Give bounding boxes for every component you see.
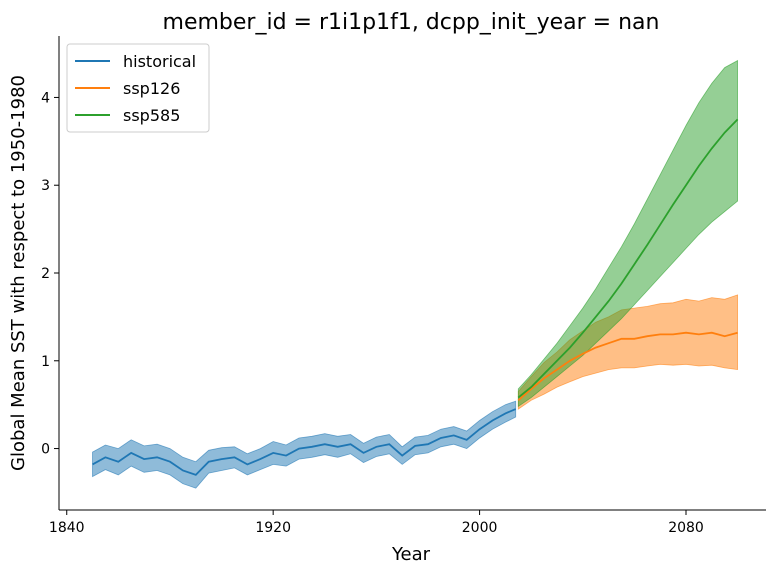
- x-axis-title: Year: [391, 544, 431, 565]
- legend-label-historical: historical: [123, 52, 196, 71]
- x-tick-label: 2000: [462, 520, 498, 536]
- y-tick-label: 4: [41, 90, 50, 106]
- ssp585-mean-line: [517, 118, 739, 399]
- y-ticks: 0 1 2 3 4: [41, 90, 59, 458]
- y-tick-label: 0: [41, 442, 50, 458]
- legend-label-ssp585: ssp585: [123, 106, 180, 125]
- ssp126-mean-line: [517, 331, 738, 401]
- historical-mean-line: [92, 408, 517, 476]
- x-tick-label: 2080: [668, 520, 704, 536]
- x-tick-label: 1840: [49, 520, 85, 536]
- legend-label-ssp126: ssp126: [123, 79, 180, 98]
- y-axis-title: Global Mean SST with respect to 1950-198…: [8, 75, 29, 471]
- legend-box: [66, 43, 210, 133]
- chart-title: member_id = r1i1p1f1, dcpp_init_year = n…: [163, 10, 660, 35]
- ssp585-uncertainty-band: [517, 59, 738, 408]
- historical-uncertainty-band: [92, 400, 517, 489]
- x-tick-label: 1920: [255, 520, 291, 536]
- legend: historical ssp126 ssp585: [66, 43, 210, 133]
- plot-area: [92, 59, 739, 489]
- y-tick-label: 2: [41, 266, 50, 282]
- y-tick-label: 1: [41, 354, 50, 370]
- x-ticks: 1840 1920 2000 2080: [49, 510, 704, 536]
- y-tick-label: 3: [41, 178, 50, 194]
